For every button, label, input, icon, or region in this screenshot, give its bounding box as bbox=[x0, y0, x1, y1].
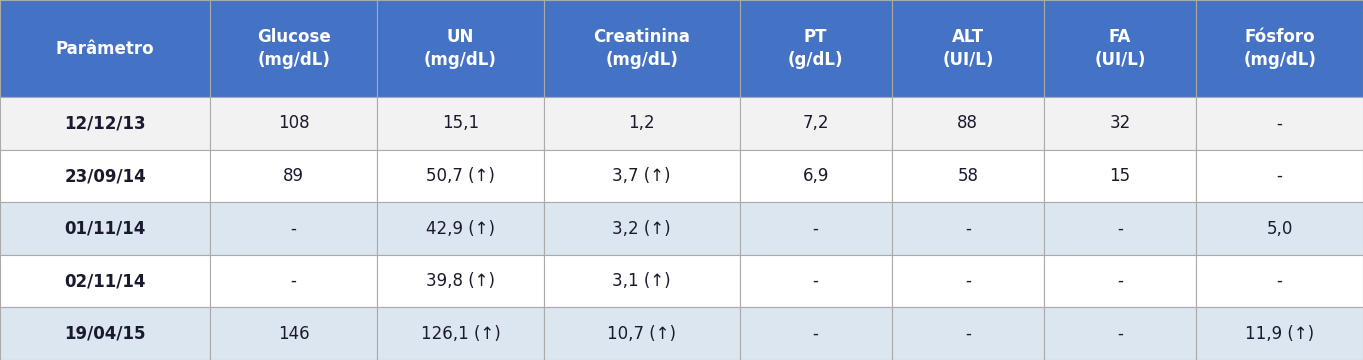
Bar bbox=[891, 202, 1044, 255]
Text: 23/09/14: 23/09/14 bbox=[64, 167, 146, 185]
Text: 126,1 (↑): 126,1 (↑) bbox=[421, 325, 500, 343]
Text: -: - bbox=[1118, 272, 1123, 290]
Bar bbox=[378, 255, 544, 307]
Text: 58: 58 bbox=[957, 167, 979, 185]
Text: -: - bbox=[965, 272, 970, 290]
Bar bbox=[210, 307, 378, 360]
Bar bbox=[740, 307, 891, 360]
Bar bbox=[740, 0, 891, 97]
Text: -: - bbox=[812, 325, 819, 343]
Text: -: - bbox=[812, 220, 819, 238]
Text: -: - bbox=[1277, 272, 1283, 290]
Text: 108: 108 bbox=[278, 114, 309, 132]
Text: Parâmetro: Parâmetro bbox=[56, 40, 154, 58]
Text: 10,7 (↑): 10,7 (↑) bbox=[607, 325, 676, 343]
Bar bbox=[891, 307, 1044, 360]
Text: -: - bbox=[1118, 220, 1123, 238]
Bar bbox=[1044, 0, 1197, 97]
Bar bbox=[1044, 150, 1197, 202]
Text: 3,7 (↑): 3,7 (↑) bbox=[612, 167, 671, 185]
Bar bbox=[544, 307, 740, 360]
Bar bbox=[210, 0, 378, 97]
Text: 7,2: 7,2 bbox=[803, 114, 829, 132]
Text: FA
(UI/L): FA (UI/L) bbox=[1094, 28, 1146, 69]
Bar bbox=[544, 202, 740, 255]
Bar bbox=[1044, 97, 1197, 150]
Text: -: - bbox=[812, 272, 819, 290]
Text: 12/12/13: 12/12/13 bbox=[64, 114, 146, 132]
Bar bbox=[0, 97, 210, 150]
Bar bbox=[891, 97, 1044, 150]
Text: 3,2 (↑): 3,2 (↑) bbox=[612, 220, 671, 238]
Bar bbox=[210, 255, 378, 307]
Text: UN
(mg/dL): UN (mg/dL) bbox=[424, 28, 496, 69]
Bar bbox=[210, 97, 378, 150]
Bar bbox=[1197, 307, 1363, 360]
Bar bbox=[1197, 255, 1363, 307]
Bar bbox=[544, 97, 740, 150]
Bar bbox=[740, 255, 891, 307]
Bar bbox=[740, 97, 891, 150]
Bar bbox=[378, 97, 544, 150]
Bar bbox=[891, 255, 1044, 307]
Bar bbox=[0, 150, 210, 202]
Bar bbox=[891, 0, 1044, 97]
Text: ALT
(UI/L): ALT (UI/L) bbox=[942, 28, 994, 69]
Text: Creatinina
(mg/dL): Creatinina (mg/dL) bbox=[593, 28, 690, 69]
Bar bbox=[0, 255, 210, 307]
Text: 32: 32 bbox=[1109, 114, 1131, 132]
Text: -: - bbox=[965, 220, 970, 238]
Text: 15,1: 15,1 bbox=[442, 114, 478, 132]
Text: 6,9: 6,9 bbox=[803, 167, 829, 185]
Bar bbox=[378, 150, 544, 202]
Bar bbox=[0, 0, 210, 97]
Bar bbox=[378, 202, 544, 255]
Text: 50,7 (↑): 50,7 (↑) bbox=[427, 167, 495, 185]
Bar bbox=[544, 150, 740, 202]
Text: -: - bbox=[1277, 114, 1283, 132]
Text: 02/11/14: 02/11/14 bbox=[64, 272, 146, 290]
Text: 11,9 (↑): 11,9 (↑) bbox=[1244, 325, 1314, 343]
Text: 19/04/15: 19/04/15 bbox=[64, 325, 146, 343]
Text: 88: 88 bbox=[957, 114, 979, 132]
Bar bbox=[1044, 307, 1197, 360]
Text: -: - bbox=[1118, 325, 1123, 343]
Bar bbox=[740, 150, 891, 202]
Bar bbox=[1044, 202, 1197, 255]
Bar bbox=[1197, 97, 1363, 150]
Text: 01/11/14: 01/11/14 bbox=[64, 220, 146, 238]
Text: Fósforo
(mg/dL): Fósforo (mg/dL) bbox=[1243, 28, 1317, 69]
Text: 42,9 (↑): 42,9 (↑) bbox=[425, 220, 495, 238]
Bar bbox=[740, 202, 891, 255]
Text: 15: 15 bbox=[1109, 167, 1131, 185]
Bar bbox=[1197, 150, 1363, 202]
Bar bbox=[378, 0, 544, 97]
Text: -: - bbox=[1277, 167, 1283, 185]
Text: 1,2: 1,2 bbox=[628, 114, 656, 132]
Bar bbox=[891, 150, 1044, 202]
Text: -: - bbox=[290, 220, 297, 238]
Bar bbox=[210, 202, 378, 255]
Bar bbox=[0, 307, 210, 360]
Text: 89: 89 bbox=[284, 167, 304, 185]
Bar bbox=[0, 202, 210, 255]
Bar bbox=[544, 255, 740, 307]
Text: 146: 146 bbox=[278, 325, 309, 343]
Text: 3,1 (↑): 3,1 (↑) bbox=[612, 272, 671, 290]
Bar bbox=[1197, 202, 1363, 255]
Bar bbox=[544, 0, 740, 97]
Bar bbox=[378, 307, 544, 360]
Text: Glucose
(mg/dL): Glucose (mg/dL) bbox=[256, 28, 330, 69]
Text: 5,0: 5,0 bbox=[1266, 220, 1293, 238]
Bar bbox=[210, 150, 378, 202]
Text: -: - bbox=[965, 325, 970, 343]
Bar bbox=[1044, 255, 1197, 307]
Text: 39,8 (↑): 39,8 (↑) bbox=[425, 272, 495, 290]
Text: PT
(g/dL): PT (g/dL) bbox=[788, 28, 844, 69]
Bar bbox=[1197, 0, 1363, 97]
Text: -: - bbox=[290, 272, 297, 290]
